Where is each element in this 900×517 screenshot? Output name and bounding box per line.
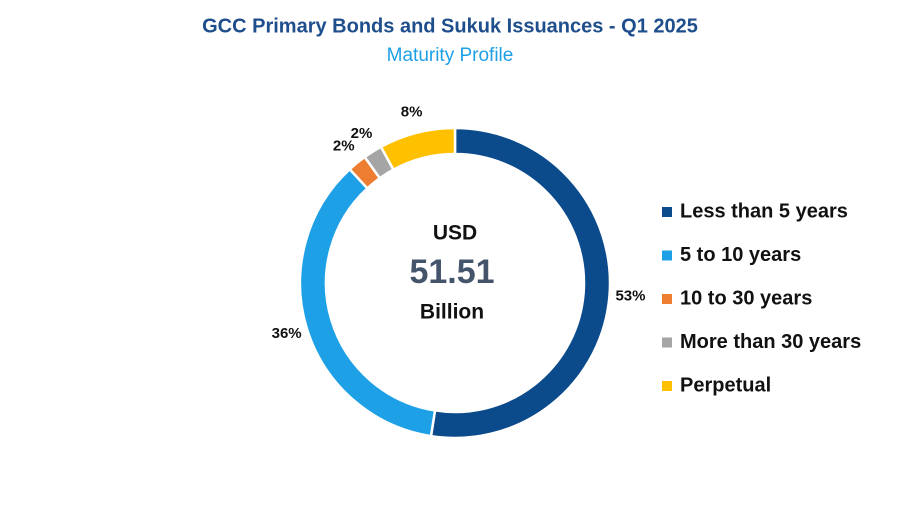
donut-segment <box>379 126 457 172</box>
data-label: 2% <box>351 125 373 142</box>
data-label: 36% <box>272 325 302 342</box>
legend-swatch <box>662 294 672 304</box>
center-bottom: Billion <box>420 301 484 324</box>
donut-segment <box>429 126 612 440</box>
legend-label: Perpetual <box>680 374 771 396</box>
legend-label: Less than 5 years <box>680 200 848 222</box>
legend-label: More than 30 years <box>680 331 861 353</box>
legend-label: 10 to 30 years <box>680 287 812 309</box>
legend-swatch <box>662 250 672 261</box>
legend-swatch <box>662 207 672 217</box>
center-top: USD <box>433 222 477 245</box>
chart-subtitle: Maturity Profile <box>387 45 514 66</box>
data-label: 53% <box>615 288 645 305</box>
legend-swatch <box>662 381 672 391</box>
data-label: 2% <box>333 138 355 155</box>
chart-title: GCC Primary Bonds and Sukuk Issuances - … <box>202 15 698 37</box>
data-label: 8% <box>401 103 423 120</box>
legend-label: 5 to 10 years <box>680 244 801 266</box>
donut-segment <box>298 167 437 438</box>
legend-swatch <box>662 337 672 348</box>
center-value: 51.51 <box>409 253 494 291</box>
